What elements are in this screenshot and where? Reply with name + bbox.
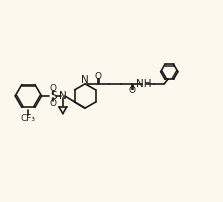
Text: S: S <box>50 91 56 101</box>
Text: N: N <box>81 75 89 85</box>
Text: O: O <box>50 99 57 108</box>
Text: O: O <box>95 72 102 81</box>
Text: N: N <box>59 91 67 101</box>
Text: NH: NH <box>136 79 152 89</box>
Text: O: O <box>128 86 135 95</box>
Text: CF₃: CF₃ <box>21 114 36 123</box>
Text: O: O <box>50 84 57 93</box>
